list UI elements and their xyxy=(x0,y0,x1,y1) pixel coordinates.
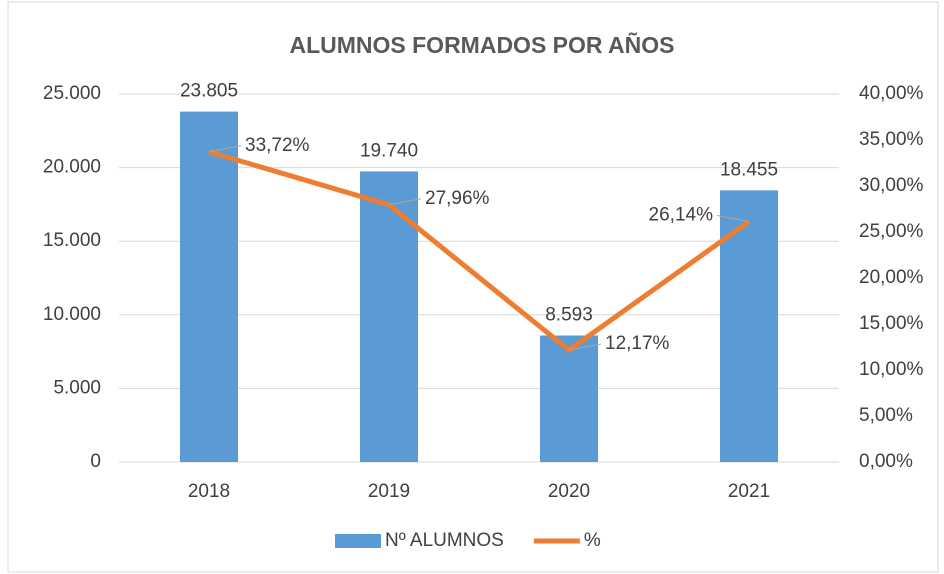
leader-line xyxy=(388,198,422,206)
x-tick-label: 2018 xyxy=(188,481,230,502)
y2-tick-label: 25,00% xyxy=(859,221,924,242)
chart-title: ALUMNOS FORMADOS POR AÑOS xyxy=(289,31,674,58)
data-label: 19.740 xyxy=(360,140,418,161)
line xyxy=(208,149,751,353)
bar xyxy=(180,111,238,463)
x-tick-label: 2021 xyxy=(728,481,770,502)
bar xyxy=(360,171,418,463)
y-tick-label: 15.000 xyxy=(43,230,101,251)
data-label: 18.455 xyxy=(720,159,778,180)
y-tick-label: 25.000 xyxy=(43,83,101,104)
data-label: 27,96% xyxy=(425,188,490,209)
data-label: 8.593 xyxy=(545,305,593,326)
data-label: 33,72% xyxy=(245,135,310,156)
bar xyxy=(720,190,778,462)
y2-tick-label: 35,00% xyxy=(859,129,924,150)
y-tick-label: 0 xyxy=(90,451,101,472)
legend-swatch xyxy=(335,534,381,548)
y-tick-label: 10.000 xyxy=(43,304,101,325)
y2-tick-label: 30,00% xyxy=(859,175,924,196)
y-tick-label: 5.000 xyxy=(53,377,101,398)
leader-line xyxy=(716,215,750,223)
y2-tick-label: 20,00% xyxy=(859,267,924,288)
y2-tick-label: 40,00% xyxy=(859,83,924,104)
bar xyxy=(540,335,598,462)
y2-tick-label: 0,00% xyxy=(859,451,913,472)
chart-frame xyxy=(7,1,939,573)
y-tick-label: 20.000 xyxy=(43,157,101,178)
x-tick-label: 2020 xyxy=(548,481,590,502)
data-label: 12,17% xyxy=(605,333,670,354)
x-tick-label: 2019 xyxy=(368,481,410,502)
legend-label: % xyxy=(584,530,601,551)
leader-line xyxy=(208,145,242,153)
y2-tick-label: 5,00% xyxy=(859,405,913,426)
y2-tick-label: 15,00% xyxy=(859,313,924,334)
y2-tick-label: 10,00% xyxy=(859,359,924,380)
data-label: 23.805 xyxy=(180,81,238,102)
leader-line xyxy=(568,343,602,351)
data-label: 26,14% xyxy=(649,205,714,226)
legend-label: Nº ALUMNOS xyxy=(385,530,504,551)
